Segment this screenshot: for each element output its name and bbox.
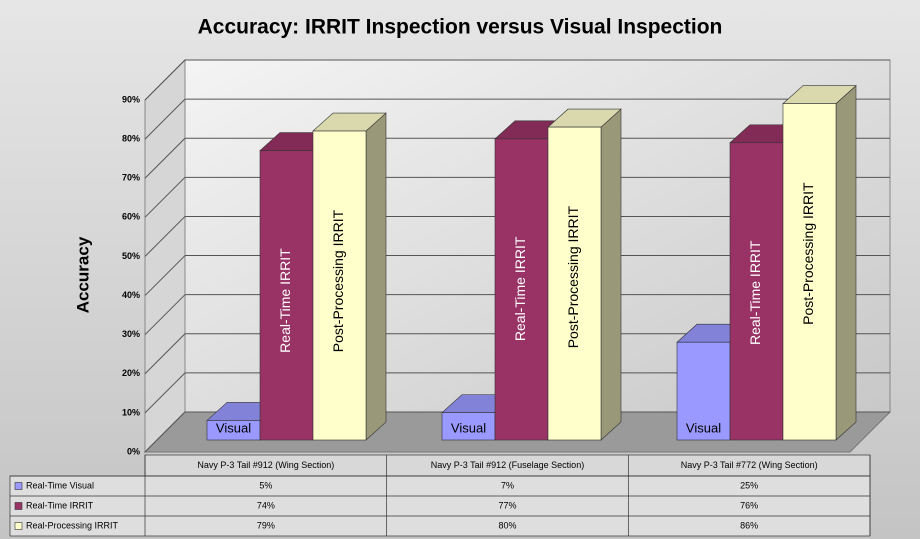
grid-line [144,137,186,179]
y-tick-label: 20% [122,368,140,378]
grid-line [144,59,186,101]
bar-label: Post-Processing IRRIT [565,205,581,348]
bar-label: Real-Time IRRIT [277,248,293,353]
grid-line [144,176,186,218]
legend-swatch [14,522,23,530]
y-tick-label: 70% [122,173,140,183]
bar [782,103,837,441]
grid-line [144,98,186,140]
chart-title: Accuracy: IRRIT Inspection versus Visual… [198,16,723,39]
table-body [9,475,871,537]
legend-swatch [14,482,23,490]
bar-label: Real-Time IRRIT [512,236,528,341]
bar-label: Real-Time IRRIT [747,240,763,345]
grid-line [144,411,186,453]
grid-line [144,333,186,375]
table-value: 86% [740,520,758,530]
y-tick-label: 50% [122,251,140,261]
bar-side [835,84,857,441]
table-value: 25% [740,480,758,490]
y-tick-label: 0% [127,446,140,456]
bar-label: Post-Processing IRRIT [800,182,816,325]
category-label: Navy P-3 Tail #912 (Fuselage Section) [431,460,584,470]
bar-label: Visual [216,420,251,435]
table-value: 5% [259,480,272,490]
table-value: 79% [257,520,275,530]
table-value: 80% [498,520,516,530]
y-tick-label: 80% [122,133,140,143]
grid-line [144,216,186,257]
y-tick-label: 30% [122,329,140,339]
y-tick-label: 40% [122,290,140,300]
y-tick-label: 90% [122,94,140,104]
table-value: 77% [498,500,516,510]
bar-side [365,112,387,441]
bar [441,412,496,441]
grid-line [144,255,186,296]
legend-label: Real-Time IRRIT [26,500,94,510]
grid-line [144,294,186,336]
table-value: 76% [740,500,758,510]
bar-label: Post-Processing IRRIT [330,209,346,352]
legend-label: Real-Processing IRRIT [26,520,119,530]
bar-label: Visual [451,420,486,435]
bar-side [600,108,622,441]
category-label: Navy P-3 Tail #912 (Wing Section) [197,460,334,470]
bar [494,138,549,441]
bar-label: Visual [686,420,721,435]
table-value: 74% [257,500,275,510]
y-tick-label: 10% [122,407,140,417]
y-axis-label: Accuracy [73,236,92,313]
bar [729,142,784,441]
legend-swatch [14,502,23,510]
legend-label: Real-Time Visual [26,480,94,490]
category-label: Navy P-3 Tail #772 (Wing Section) [681,460,818,470]
table-value: 7% [501,480,514,490]
grid-line [144,372,186,414]
bar [259,150,314,441]
bar [676,341,731,441]
bar [312,130,367,441]
y-tick-label: 60% [122,212,140,222]
bar [547,126,602,441]
